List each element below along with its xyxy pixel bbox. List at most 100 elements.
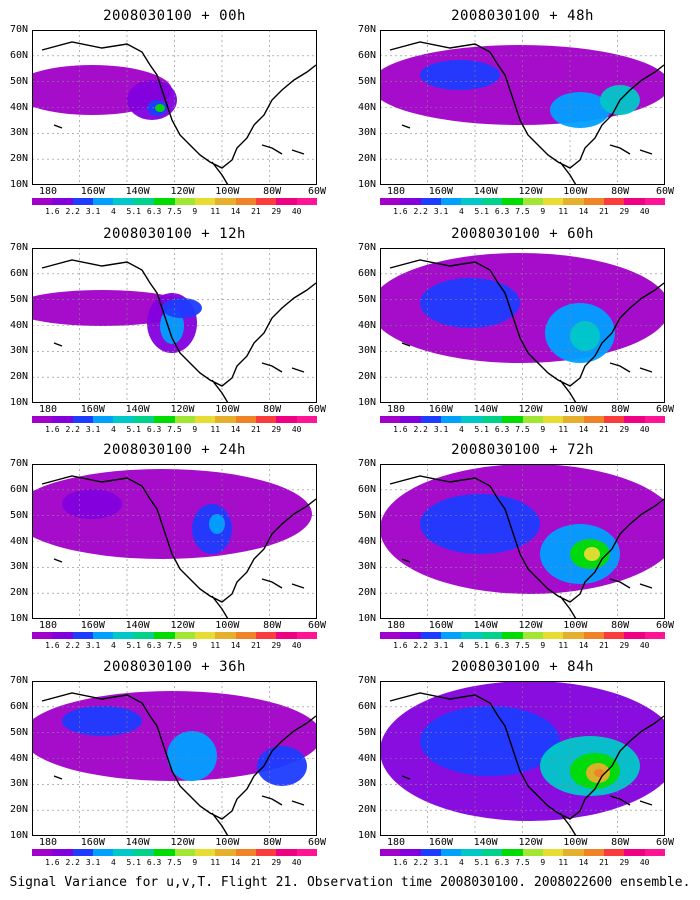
colorbar-label: 21 <box>251 858 261 867</box>
colorbar-swatch <box>624 416 646 423</box>
colorbar-label: 1.6 <box>45 207 60 216</box>
colorbar-label: 7.5 <box>515 207 530 216</box>
lat-tick-label: 10N <box>9 830 28 841</box>
lon-tick-label: 120W <box>170 404 195 415</box>
colorbar-label: 29 <box>619 641 630 650</box>
colorbar-label: 40 <box>639 858 650 867</box>
colorbar-swatch <box>522 198 544 205</box>
coastline <box>389 41 665 185</box>
lon-tick-label: 160W <box>428 404 453 415</box>
colorbar-swatch <box>133 849 155 856</box>
lon-tick-label: 80W <box>611 404 630 415</box>
lat-tick-label: 30N <box>357 127 376 139</box>
colorbar-swatch <box>420 416 442 423</box>
colorbar-swatch <box>72 416 94 423</box>
lon-tick-label: 180 <box>38 837 58 848</box>
variance-map <box>380 248 665 403</box>
lat-tick-label: 40N <box>357 535 376 547</box>
lat-tick-label: 40N <box>9 101 28 113</box>
colorbar-swatch <box>380 416 401 423</box>
colorbar-swatch <box>583 632 605 639</box>
colorbar-swatch <box>563 632 585 639</box>
lat-tick-label: 20N <box>357 587 376 599</box>
variance-map <box>380 464 665 619</box>
lat-tick-label: 20N <box>357 153 376 165</box>
colorbar-swatch <box>235 632 257 639</box>
colorbar-swatch <box>502 416 523 423</box>
colorbar-label: 6.3 <box>146 425 162 434</box>
coastline <box>41 692 317 836</box>
lon-tick-label: 80W <box>611 620 630 631</box>
colorbar-swatch <box>154 849 175 856</box>
colorbar-label: 40 <box>291 425 302 434</box>
colorbar-label: 1.6 <box>393 425 408 434</box>
colorbar-label: 21 <box>251 207 261 216</box>
lon-tick-label: 80W <box>263 186 282 197</box>
lat-tick-label: 30N <box>357 778 376 790</box>
lat-tick-label: 10N <box>357 830 376 841</box>
panel-title: 2008030100 + 00h <box>103 8 246 24</box>
lon-tick-label: 160W <box>80 186 105 197</box>
lon-tick-label: 80W <box>263 837 282 848</box>
colorbar-swatch <box>502 849 523 856</box>
colorbar-label: 7.5 <box>167 207 182 216</box>
colorbar-label: 7.5 <box>167 425 182 434</box>
colorbar-label: 2.2 <box>65 858 80 867</box>
colorbar-label: 21 <box>599 425 609 434</box>
colorbar-swatch <box>113 198 135 205</box>
lat-tick-label: 10N <box>9 179 28 190</box>
colorbar-label: 6.3 <box>494 425 510 434</box>
colorbar-label: 11 <box>558 207 569 216</box>
lat-tick-label: 50N <box>357 509 376 521</box>
lon-tick-label: 60W <box>655 186 675 197</box>
lat-tick-label: 30N <box>9 127 28 139</box>
colorbar-label: 2.2 <box>65 425 80 434</box>
lon-tick-label: 180 <box>386 620 406 631</box>
colorbar-swatch <box>583 849 605 856</box>
colorbar-label: 40 <box>639 207 650 216</box>
lon-tick-label: 120W <box>518 404 543 415</box>
lon-tick-label: 60W <box>655 404 675 415</box>
panel-title: 2008030100 + 36h <box>103 659 246 675</box>
colorbar-swatch <box>52 416 74 423</box>
lon-tick-label: 140W <box>125 404 150 415</box>
colorbar-swatch <box>461 416 483 423</box>
colorbar-label: 11 <box>558 858 569 867</box>
lon-tick-label: 140W <box>125 837 150 848</box>
colorbar-swatch <box>133 416 155 423</box>
colorbar-label: 9 <box>540 207 546 216</box>
colorbar-swatch <box>583 198 605 205</box>
lat-tick-label: 50N <box>357 293 376 305</box>
colorbar-swatch <box>32 416 53 423</box>
colorbar-label: 9 <box>540 858 546 867</box>
colorbar-swatch <box>400 416 422 423</box>
variance-map <box>380 681 665 836</box>
colorbar-swatch <box>72 198 94 205</box>
colorbar-label: 21 <box>599 207 609 216</box>
lon-tick-label: 60W <box>307 620 327 631</box>
colorbar-label: 21 <box>251 641 261 650</box>
lat-tick-label: 50N <box>9 293 28 305</box>
colorbar-label: 29 <box>619 858 630 867</box>
coastline <box>41 475 317 619</box>
variance-map <box>380 30 665 185</box>
colorbar-label: 5.1 <box>126 425 141 434</box>
lat-tick-label: 70N <box>9 24 28 35</box>
colorbar-swatch <box>113 416 135 423</box>
lat-tick-label: 50N <box>9 726 28 738</box>
colorbar-swatch <box>194 416 216 423</box>
colorbar-swatch <box>174 632 196 639</box>
colorbar-label: 5.1 <box>474 425 489 434</box>
colorbar-swatch <box>603 416 625 423</box>
lon-tick-label: 100W <box>563 620 588 631</box>
lat-tick-label: 60N <box>357 49 376 61</box>
lon-tick-label: 60W <box>655 620 675 631</box>
panel-title: 2008030100 + 60h <box>451 226 594 242</box>
colorbar <box>32 198 318 205</box>
colorbar-swatch <box>542 416 564 423</box>
colorbar-label: 4 <box>459 858 464 867</box>
lat-tick-label: 20N <box>357 371 376 383</box>
colorbar-label: 9 <box>540 425 546 434</box>
colorbar-swatch <box>72 849 94 856</box>
lat-tick-label: 20N <box>357 804 376 816</box>
